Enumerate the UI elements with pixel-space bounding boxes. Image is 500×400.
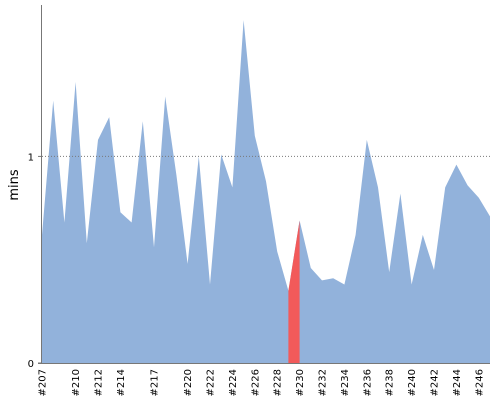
- y-tick-label: 1: [28, 152, 34, 163]
- data-point-217: [153, 246, 155, 248]
- x-tick-label: #207: [38, 369, 49, 396]
- data-point-225: [242, 19, 244, 21]
- data-point-212: [97, 139, 99, 141]
- data-point-216: [142, 120, 144, 122]
- data-point-219: [175, 174, 177, 176]
- data-point-227: [265, 180, 267, 182]
- x-tick-label: #234: [340, 369, 351, 396]
- data-point-229: [287, 289, 289, 291]
- x-tick-label: #226: [250, 369, 261, 396]
- x-tick-label: #230: [295, 369, 306, 396]
- data-point-234: [343, 283, 345, 285]
- y-tick-label: 0: [28, 359, 34, 370]
- tick-labels: 0 1 #207 #210 #212 #214 #217 #220 #222 #224 #226 #2…: [28, 152, 486, 396]
- data-point-224: [231, 186, 233, 188]
- data-point-213: [108, 116, 110, 118]
- data-point-208: [52, 99, 54, 101]
- data-point-238: [388, 271, 390, 273]
- x-tick-label: #228: [273, 369, 284, 396]
- data-point-215: [130, 221, 132, 223]
- x-tick-label: #244: [452, 369, 463, 396]
- x-tick-label: #212: [94, 369, 105, 396]
- data-point-235: [354, 234, 356, 236]
- data-point-230: [298, 219, 300, 221]
- data-point-231: [310, 267, 312, 269]
- data-point-222: [209, 283, 211, 285]
- data-point-241: [422, 234, 424, 236]
- data-point-242: [433, 269, 435, 271]
- x-tick-label: #238: [385, 369, 396, 396]
- x-tick-label: #240: [407, 369, 418, 396]
- data-point-243: [444, 186, 446, 188]
- series-area: [42, 20, 490, 363]
- x-tick-label: #232: [318, 369, 329, 396]
- x-tick-label: #246: [474, 369, 485, 396]
- x-tick-label: #220: [183, 369, 194, 396]
- data-point-239: [399, 192, 401, 194]
- data-point-209: [63, 221, 65, 223]
- data-point-237: [377, 186, 379, 188]
- data-point-236: [366, 139, 368, 141]
- y-axis-label: mins: [7, 169, 22, 201]
- data-point-210: [74, 81, 76, 83]
- data-point-232: [321, 279, 323, 281]
- data-point-240: [410, 283, 412, 285]
- plot-area: [42, 19, 491, 363]
- x-tick-label: #236: [362, 369, 373, 396]
- data-point-246: [478, 197, 480, 199]
- x-tick-label: #224: [228, 369, 239, 396]
- x-tick-label: #210: [71, 369, 82, 396]
- axes: [38, 5, 490, 364]
- x-tick-label: #217: [150, 369, 161, 396]
- x-tick-label: #214: [116, 369, 127, 396]
- data-point-214: [119, 211, 121, 213]
- data-point-226: [254, 135, 256, 137]
- data-point-233: [332, 277, 334, 279]
- data-point-218: [164, 95, 166, 97]
- data-point-211: [86, 242, 88, 244]
- x-tick-label: #222: [206, 369, 217, 396]
- highlight-segment: [288, 220, 300, 363]
- data-point-244: [455, 163, 457, 165]
- data-point-220: [186, 263, 188, 265]
- data-point-247: [489, 215, 491, 217]
- data-point-228: [276, 250, 278, 252]
- data-point-223: [220, 153, 222, 155]
- data-point-245: [466, 184, 468, 186]
- x-tick-label: #242: [430, 369, 441, 396]
